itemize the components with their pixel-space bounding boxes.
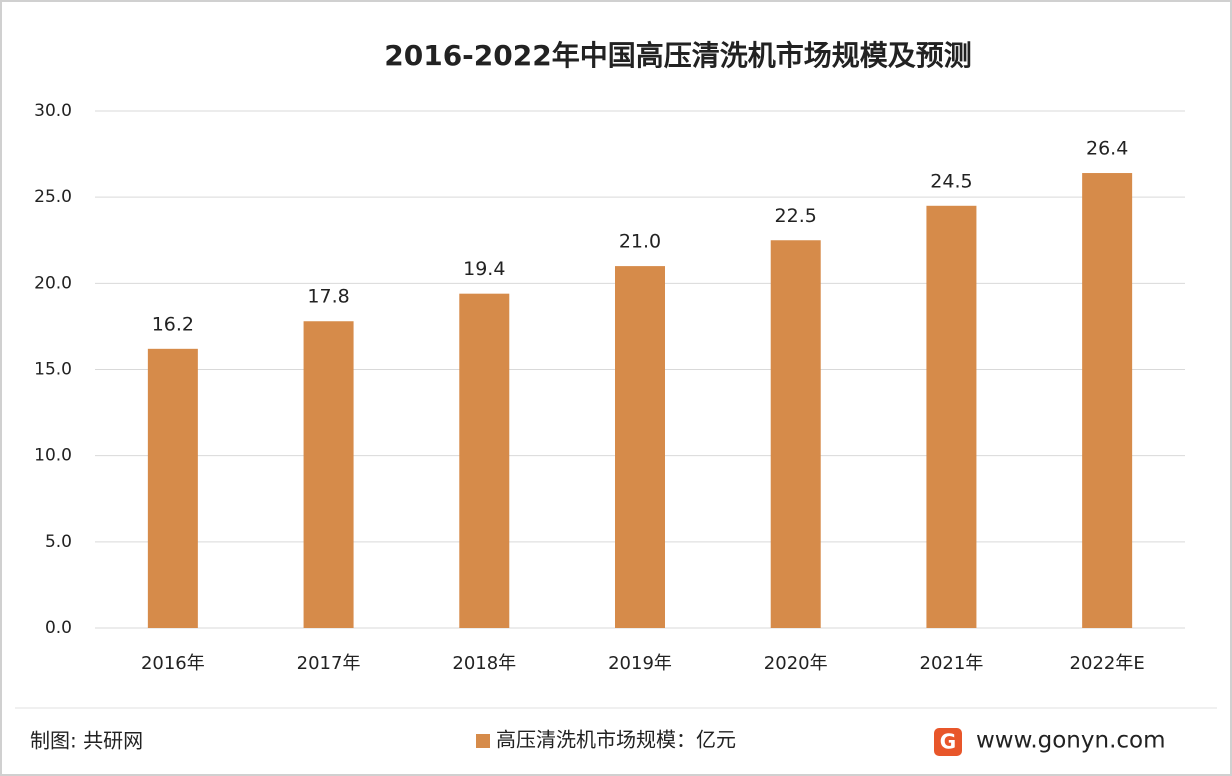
- legend-swatch: [476, 734, 490, 748]
- legend-label: 高压清洗机市场规模：亿元: [496, 728, 736, 752]
- bar: [147, 348, 198, 628]
- bar: [770, 240, 821, 628]
- bar: [615, 266, 665, 628]
- bar: [303, 321, 354, 628]
- x-tick-label: 2018年: [452, 653, 516, 674]
- y-tick-label: 15.0: [34, 360, 72, 380]
- y-tick-label: 30.0: [34, 101, 72, 121]
- x-tick-label: 2019年: [608, 653, 672, 674]
- x-tick-label: 2016年: [141, 653, 205, 674]
- website: www.gonyn.com: [976, 728, 1166, 754]
- data-label: 26.4: [1086, 138, 1128, 160]
- x-tick-label: 2017年: [297, 653, 361, 674]
- data-label: 21.0: [619, 231, 661, 253]
- x-tick-label: 2022年E: [1070, 653, 1145, 674]
- site-logo: G: [934, 728, 962, 756]
- y-tick-label: 10.0: [34, 446, 72, 466]
- chart-title: 2016-2022年中国高压清洗机市场规模及预测: [384, 39, 971, 72]
- svg-text:G: G: [940, 730, 956, 754]
- data-label: 19.4: [463, 258, 505, 280]
- y-tick-label: 20.0: [34, 273, 72, 293]
- data-label: 24.5: [930, 170, 972, 192]
- data-label: 16.2: [152, 313, 194, 335]
- y-tick-label: 5.0: [45, 532, 72, 552]
- y-tick-label: 25.0: [34, 187, 72, 207]
- bar: [1082, 173, 1133, 629]
- source: 制图: 共研网: [30, 729, 143, 753]
- bar: [926, 205, 977, 629]
- data-label: 17.8: [307, 286, 349, 308]
- x-tick-label: 2020年: [764, 653, 828, 674]
- data-label: 22.5: [775, 205, 817, 227]
- x-tick-label: 2021年: [920, 653, 984, 674]
- y-tick-label: 0.0: [45, 618, 72, 638]
- bar: [459, 293, 510, 628]
